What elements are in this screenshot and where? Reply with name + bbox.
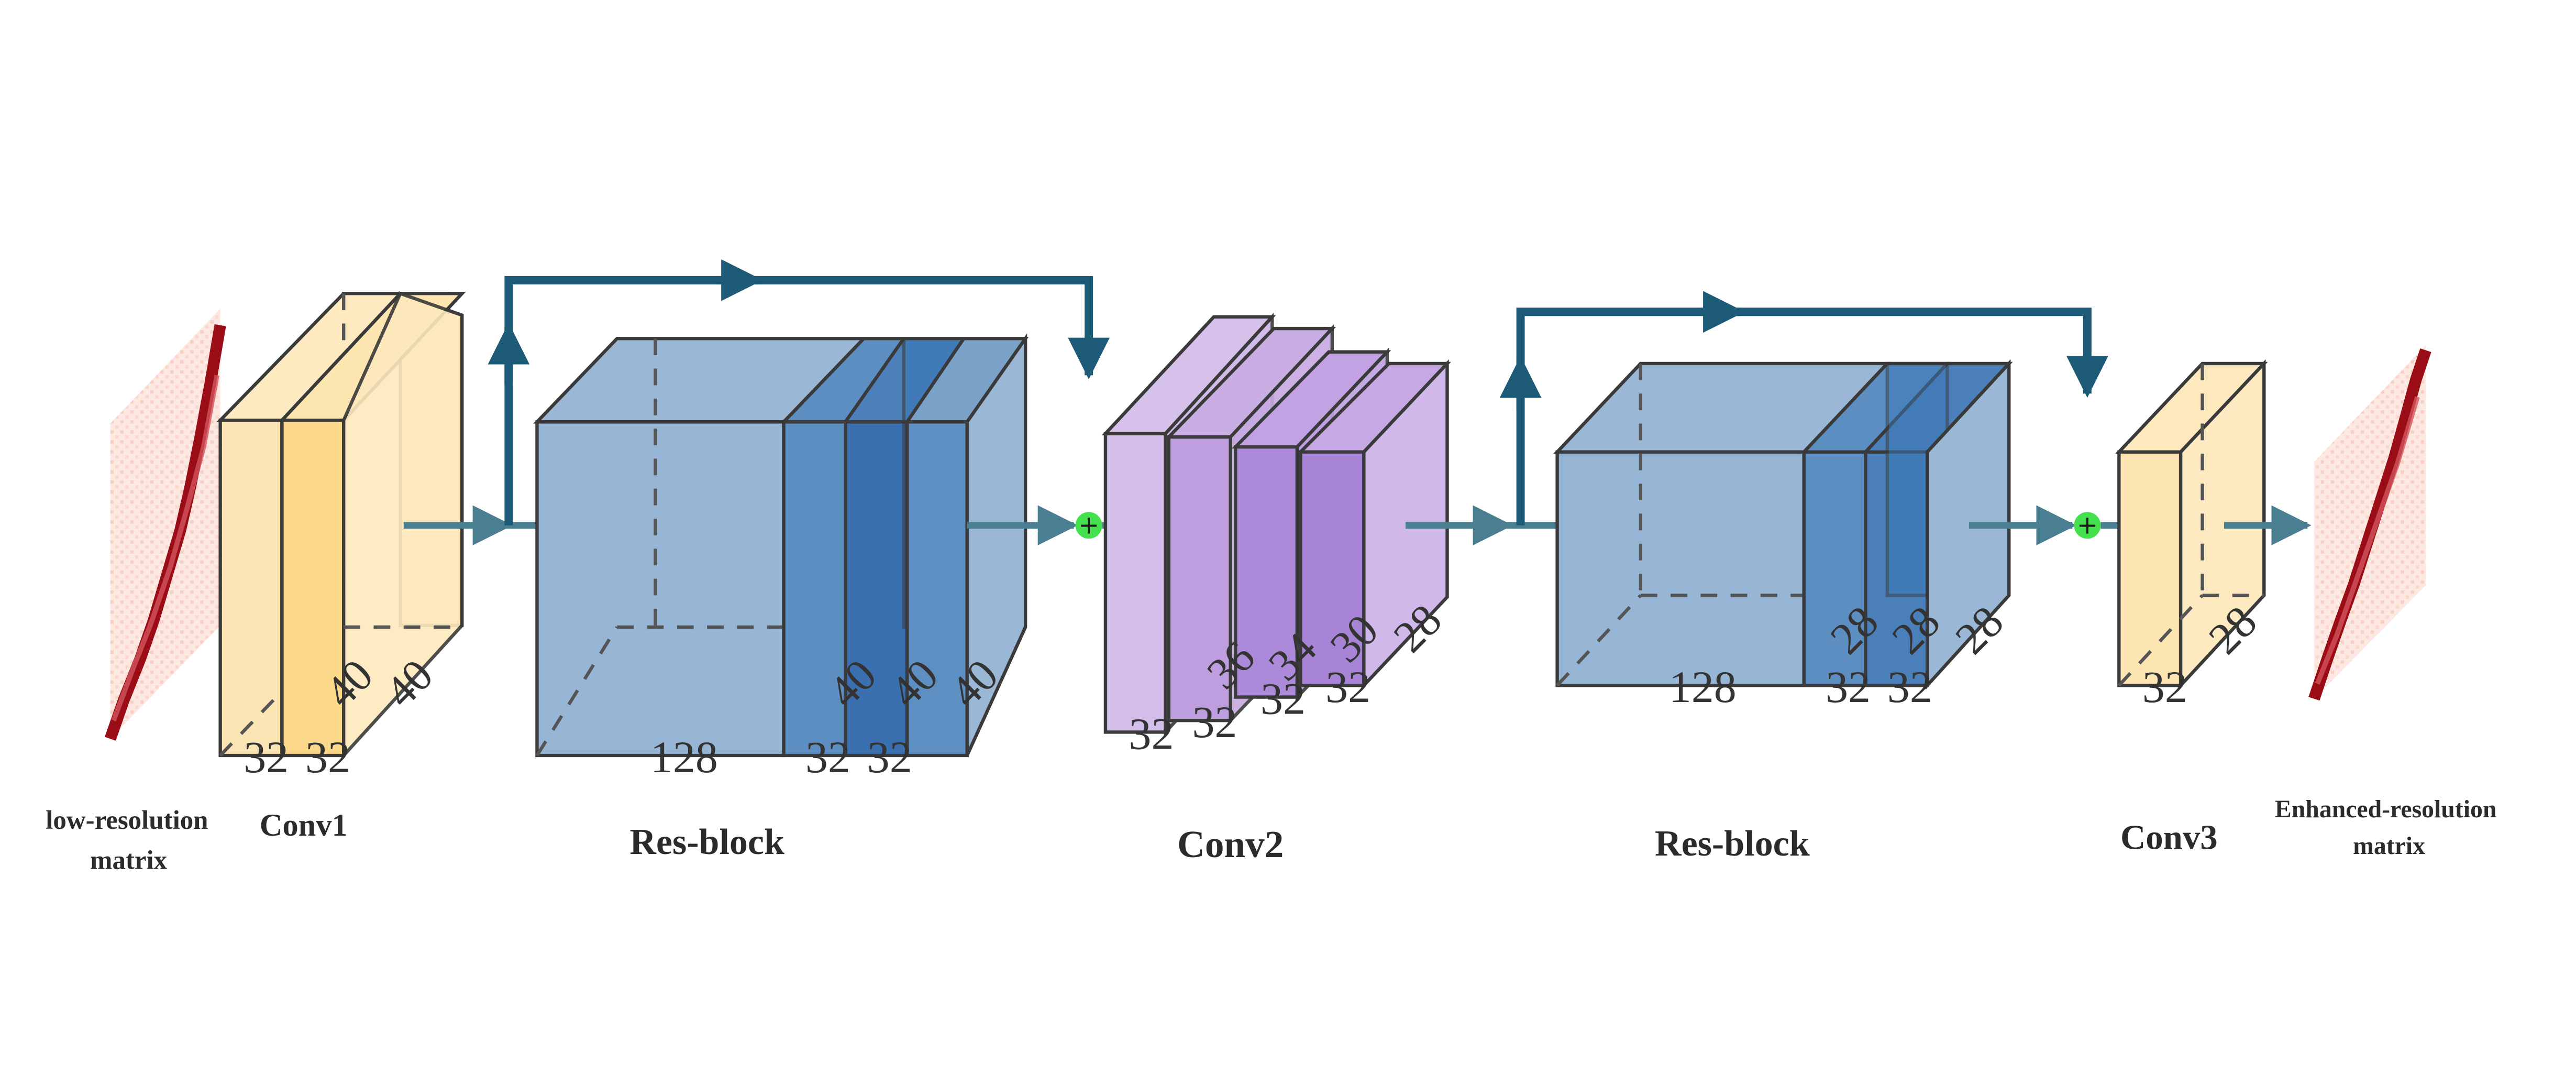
input-matrix [110,309,220,739]
res2-width-2: 32 [1826,662,1871,712]
res2-width-3: 32 [1887,662,1932,712]
conv2-width-1: 32 [1129,708,1174,759]
resblock2: 128 32 32 28 28 28 [1557,364,2013,712]
input-label-line-1: low-resolution [46,806,208,835]
res1-width-1: 128 [650,732,718,782]
res2-width-1: 128 [1669,662,1737,712]
output-label-line-1: Enhanced-resolution [2275,795,2497,823]
resblock2-label: Res-block [1655,824,1810,864]
add-node-2: + [2074,511,2100,540]
conv1-block: 32 32 40 40 [220,293,462,782]
conv1-width-2: 32 [305,732,350,782]
resblock1-label: Res-block [629,822,784,862]
input-label-line-2: matrix [90,846,168,875]
output-label-line-2: matrix [2353,832,2425,860]
res1-width-3: 32 [867,732,912,782]
conv1-label: Conv1 [260,808,348,843]
conv3-width-1: 32 [2142,662,2187,712]
conv2-width-4: 32 [1325,662,1370,712]
conv3-label: Conv3 [2120,818,2218,857]
resblock1: 128 32 32 40 40 40 [537,338,1025,782]
conv2-block: 32 32 32 32 36 34 30 28 [1105,317,1451,759]
conv2-width-2: 32 [1192,697,1237,747]
conv1-width-1: 32 [244,732,289,782]
add-symbol-2: + [2077,511,2098,540]
add-symbol-1: + [1078,511,1099,540]
res1-width-2: 32 [805,732,850,782]
conv3-block: 32 28 [2119,364,2266,712]
conv2-label: Conv2 [1177,823,1284,865]
output-matrix [2314,345,2426,699]
add-node-1: + [1076,511,1102,540]
